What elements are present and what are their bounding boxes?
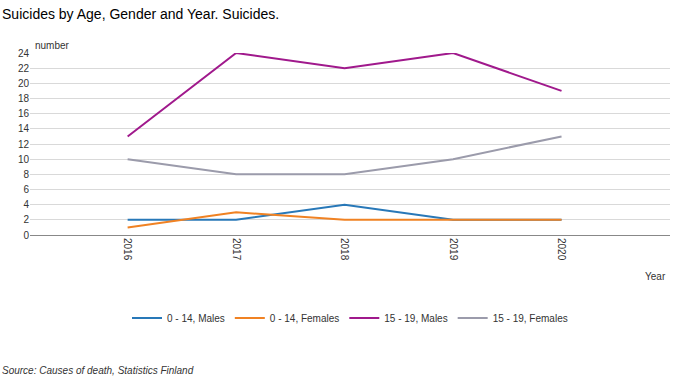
svg-text:14: 14 <box>18 123 30 134</box>
svg-text:2017: 2017 <box>231 238 242 261</box>
svg-text:2: 2 <box>23 214 29 225</box>
svg-text:24: 24 <box>18 48 30 59</box>
svg-text:18: 18 <box>18 93 30 104</box>
svg-text:Suicides by Age, Gender and Ye: Suicides by Age, Gender and Year. Suicid… <box>2 6 279 22</box>
svg-text:0 - 14, Females: 0 - 14, Females <box>270 313 339 324</box>
svg-text:6: 6 <box>23 184 29 195</box>
svg-text:2016: 2016 <box>122 238 133 261</box>
svg-text:16: 16 <box>18 108 30 119</box>
svg-text:15 - 19, Males: 15 - 19, Males <box>384 313 447 324</box>
svg-text:Year: Year <box>645 271 666 282</box>
svg-text:15 - 19, Females: 15 - 19, Females <box>493 313 568 324</box>
svg-text:20: 20 <box>18 78 30 89</box>
svg-text:2020: 2020 <box>556 238 567 261</box>
svg-text:12: 12 <box>18 139 30 150</box>
svg-text:number: number <box>35 40 70 51</box>
svg-text:2019: 2019 <box>448 238 459 261</box>
svg-text:4: 4 <box>23 199 29 210</box>
svg-text:10: 10 <box>18 154 30 165</box>
svg-text:8: 8 <box>23 169 29 180</box>
svg-text:0 - 14, Males: 0 - 14, Males <box>167 313 225 324</box>
svg-text:0: 0 <box>23 230 29 241</box>
svg-text:Source: Causes of death, Stati: Source: Causes of death, Statistics Finl… <box>2 365 194 376</box>
svg-text:2018: 2018 <box>339 238 350 261</box>
svg-text:22: 22 <box>18 63 30 74</box>
